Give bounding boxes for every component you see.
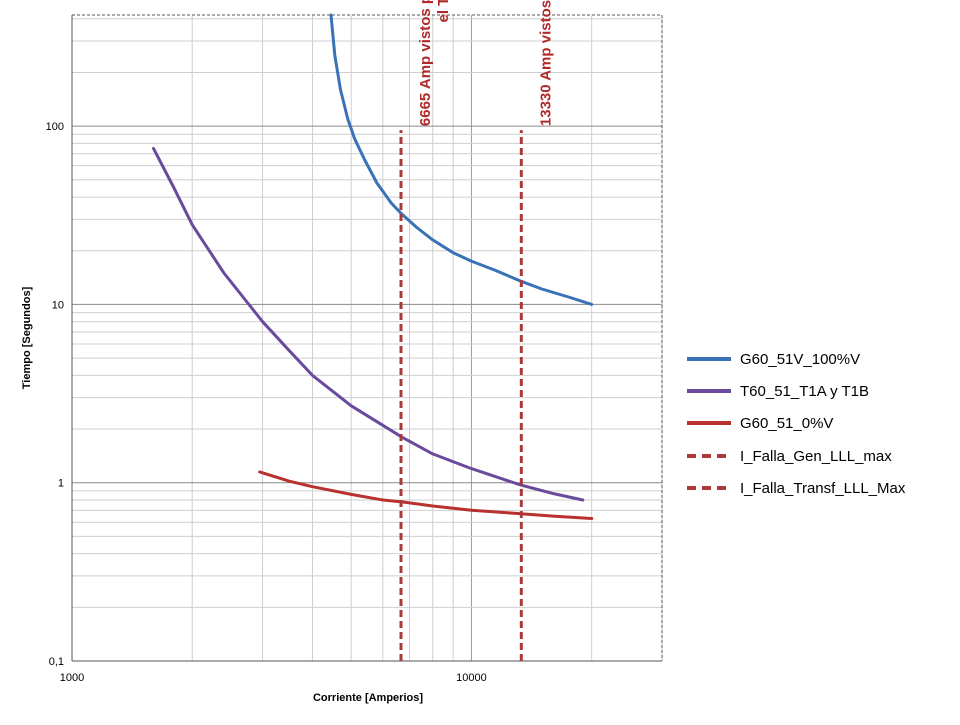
legend-label: I_Falla_Gen_LLL_max — [740, 448, 892, 465]
legend-label: G60_51_0%V — [740, 415, 833, 432]
x-axis-title: Corriente [Amperios] — [313, 692, 423, 704]
series-line-g60-51v-100-v — [329, 13, 594, 306]
legend-label: G60_51V_100%V — [740, 351, 860, 368]
legend: G60_51V_100%V T60_51_T1A y T1B G60_51_0%V I… — [687, 351, 906, 497]
x-tick-label: 1000 — [60, 672, 84, 684]
legend-label: I_Falla_Transf_LLL_Max — [740, 480, 906, 497]
annotation-label: 6665 Amp vistos porel T60 — [417, 0, 452, 126]
axes: 1000 10000 0,1 1 10 100 — [46, 14, 663, 684]
grid-lines — [71, 15, 663, 662]
series-lines — [152, 13, 594, 661]
annotations: 6665 Amp vistos porel T60 13330 Amp visto… — [417, 0, 572, 126]
annotation-line: 13330 Amp vistos por el — [537, 0, 554, 126]
y-axis-title: Tiempo [Segundos] — [21, 286, 33, 389]
y-tick-label: 10 — [52, 299, 64, 311]
legend-label: T60_51_T1A y T1B — [740, 383, 869, 400]
annotation-line: 6665 Amp vistos por — [417, 0, 434, 126]
series-line-t60-51-t1a-y-t1b — [152, 146, 585, 502]
series-line-g60-51-0-v — [258, 470, 594, 520]
x-tick-label: 10000 — [456, 672, 487, 684]
y-tick-label: 0,1 — [49, 656, 64, 668]
y-tick-label: 1 — [58, 478, 64, 490]
annotation-line: el T60 — [435, 0, 452, 23]
y-tick-label: 100 — [46, 121, 64, 133]
